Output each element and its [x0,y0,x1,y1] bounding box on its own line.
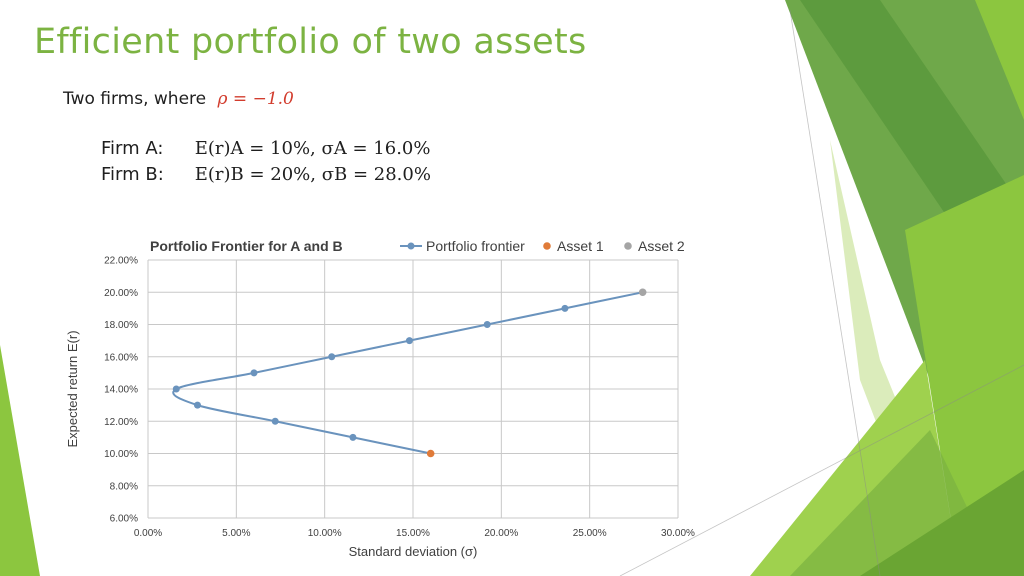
y-tick-label: 14.00% [104,385,138,396]
frontier-point [483,321,491,328]
legend-label: Portfolio frontier [426,238,525,254]
asset-1-point [426,449,435,458]
y-tick-label: 12.00% [104,417,138,428]
firm-b-row: Firm B: E(r)B = 20%, σB = 28.0% [101,164,431,185]
frontier-line [172,291,643,455]
intro-text: Two firms, where [63,89,207,109]
frontier-point [193,401,201,409]
y-tick-label: 8.00% [110,481,138,492]
y-tick-label: 10.00% [104,449,138,460]
legend-label: Asset 1 [557,238,604,254]
asset-2-point [638,288,647,297]
legend-label: Asset 2 [638,238,685,254]
x-tick-label: 5.00% [222,528,250,539]
slide-title: Efficient portfolio of two assets [34,22,587,62]
y-axis-label: Expected return E(r) [65,330,80,447]
y-tick-label: 6.00% [110,514,138,525]
frontier-point [172,385,180,393]
frontier-point [405,337,413,345]
x-tick-label: 15.00% [396,528,430,539]
frontier-point [561,304,569,312]
chart-title: Portfolio Frontier for A and B [150,238,343,254]
x-tick-label: 25.00% [573,528,607,539]
firm-a-row: Firm A: E(r)A = 10%, σA = 16.0% [101,138,431,159]
x-tick-label: 10.00% [308,528,342,539]
frontier-point [250,369,258,377]
x-tick-label: 0.00% [134,528,162,539]
firm-b-formula: E(r)B = 20%, σB = 28.0% [194,164,431,185]
frontier-point [271,417,279,425]
legend-marker-asset-1 [543,242,551,250]
frontier-point [328,353,336,361]
portfolio-frontier-chart: 6.00% 8.00% 10.00% 12.00% 14.00% 16.00% 18.00%… [65,238,695,559]
x-tick-label: 30.00% [661,528,695,539]
frontier-point [349,433,357,441]
legend-marker-asset-2 [624,242,632,250]
y-tick-label: 20.00% [104,288,138,299]
x-axis-label: Standard deviation (σ) [349,544,478,559]
firm-a-formula: E(r)A = 10%, σA = 16.0% [194,138,431,159]
intro-line: Two firms, where ρ = −1.0 [63,89,294,109]
x-tick-label: 20.00% [484,528,518,539]
correlation-condition: ρ = −1.0 [217,89,294,109]
y-tick-label: 16.00% [104,352,138,363]
y-tick-label: 22.00% [104,256,138,267]
firm-b-label: Firm B: [101,164,164,185]
firm-a-label: Firm A: [101,138,164,159]
y-tick-label: 18.00% [104,320,138,331]
legend-marker-frontier [407,242,415,250]
